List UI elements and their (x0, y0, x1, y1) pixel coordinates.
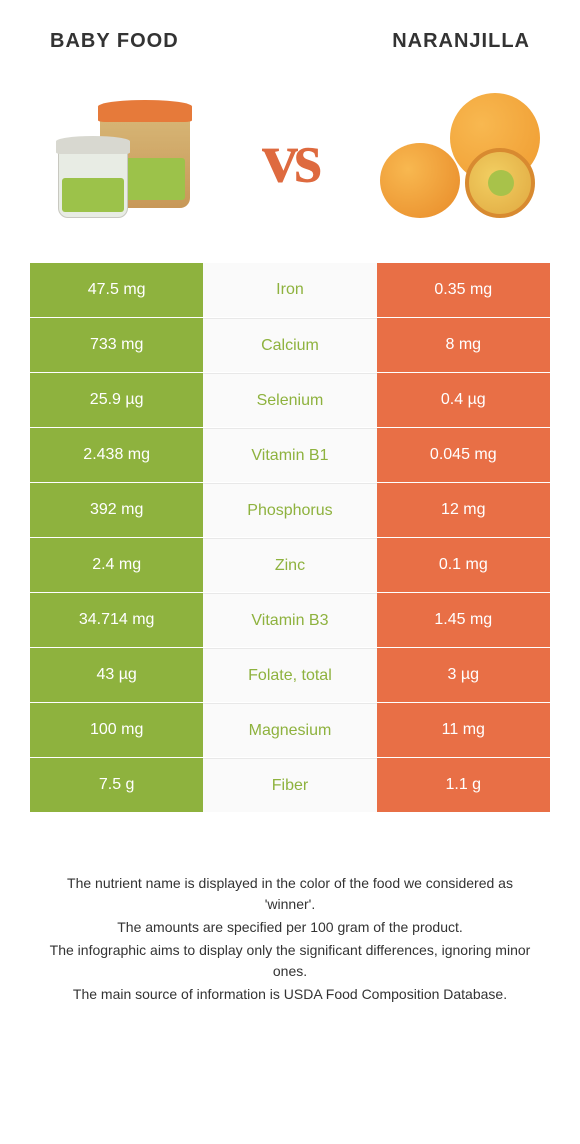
left-food-title: Baby food (50, 30, 179, 53)
left-value-cell: 25.9 µg (30, 373, 203, 427)
left-value-cell: 392 mg (30, 483, 203, 537)
left-value-cell: 733 mg (30, 318, 203, 372)
left-value-cell: 34.714 mg (30, 593, 203, 647)
footnotes: The nutrient name is displayed in the co… (0, 813, 580, 1027)
left-value-cell: 7.5 g (30, 758, 203, 812)
left-food-image (50, 88, 210, 228)
table-row: 47.5 mgIron0.35 mg (30, 263, 550, 318)
nutrient-name-cell: Selenium (203, 373, 376, 427)
table-row: 43 µgFolate, total3 µg (30, 648, 550, 703)
nutrient-name-cell: Vitamin B3 (203, 593, 376, 647)
nutrient-name-cell: Phosphorus (203, 483, 376, 537)
right-value-cell: 11 mg (377, 703, 550, 757)
right-food-image (370, 88, 530, 228)
table-row: 7.5 gFiber1.1 g (30, 758, 550, 813)
nutrient-name-cell: Calcium (203, 318, 376, 372)
right-value-cell: 0.4 µg (377, 373, 550, 427)
left-value-cell: 2.438 mg (30, 428, 203, 482)
nutrient-name-cell: Vitamin B1 (203, 428, 376, 482)
images-row: vs (0, 63, 580, 263)
footnote-line: The amounts are specified per 100 gram o… (40, 917, 540, 938)
table-row: 25.9 µgSelenium0.4 µg (30, 373, 550, 428)
footnote-line: The main source of information is USDA F… (40, 984, 540, 1005)
nutrient-name-cell: Iron (203, 263, 376, 317)
table-row: 2.438 mgVitamin B10.045 mg (30, 428, 550, 483)
nutrient-name-cell: Zinc (203, 538, 376, 592)
left-value-cell: 2.4 mg (30, 538, 203, 592)
footnote-line: The infographic aims to display only the… (40, 940, 540, 982)
left-value-cell: 43 µg (30, 648, 203, 702)
vs-label: vs (262, 117, 318, 200)
right-value-cell: 3 µg (377, 648, 550, 702)
right-value-cell: 0.1 mg (377, 538, 550, 592)
nutrient-name-cell: Folate, total (203, 648, 376, 702)
left-value-cell: 47.5 mg (30, 263, 203, 317)
nutrient-name-cell: Fiber (203, 758, 376, 812)
right-value-cell: 0.35 mg (377, 263, 550, 317)
table-row: 100 mgMagnesium11 mg (30, 703, 550, 758)
table-row: 34.714 mgVitamin B31.45 mg (30, 593, 550, 648)
right-value-cell: 8 mg (377, 318, 550, 372)
right-food-title: Naranjilla (392, 30, 530, 53)
nutrient-name-cell: Magnesium (203, 703, 376, 757)
table-row: 733 mgCalcium8 mg (30, 318, 550, 373)
right-value-cell: 12 mg (377, 483, 550, 537)
table-row: 392 mgPhosphorus12 mg (30, 483, 550, 538)
right-value-cell: 1.1 g (377, 758, 550, 812)
left-value-cell: 100 mg (30, 703, 203, 757)
footnote-line: The nutrient name is displayed in the co… (40, 873, 540, 915)
header-row: Baby food Naranjilla (0, 0, 580, 63)
right-value-cell: 1.45 mg (377, 593, 550, 647)
comparison-table: 47.5 mgIron0.35 mg733 mgCalcium8 mg25.9 … (0, 263, 580, 813)
right-value-cell: 0.045 mg (377, 428, 550, 482)
table-row: 2.4 mgZinc0.1 mg (30, 538, 550, 593)
